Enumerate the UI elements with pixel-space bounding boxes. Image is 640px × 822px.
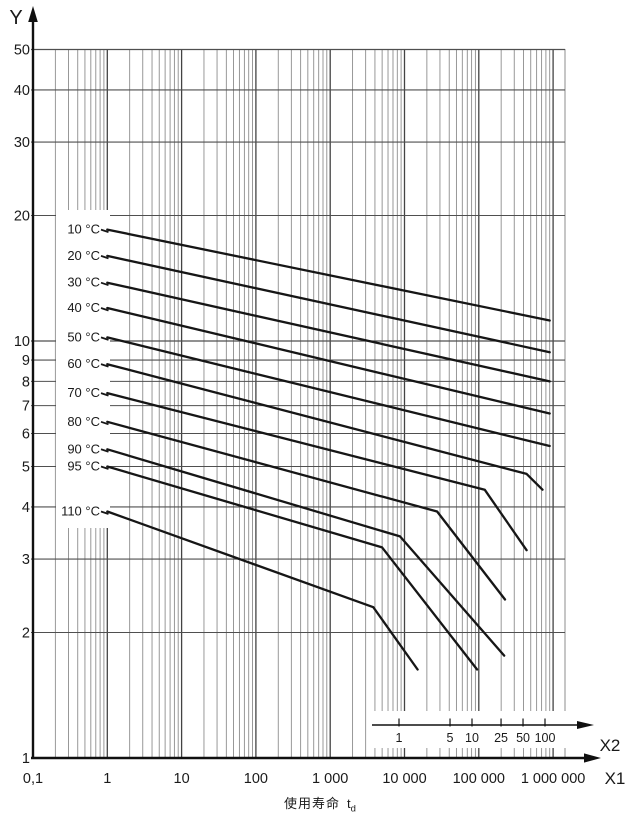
y-tick-label-2: 2: [22, 625, 30, 641]
x1-axis-arrow: [584, 753, 601, 763]
y-tick-label-6: 6: [22, 427, 30, 443]
temp-label-70c: 70 °C: [67, 385, 100, 400]
leader-line-60c: [100, 363, 109, 368]
caption-subscript: d: [350, 803, 356, 815]
curve-20c: [106, 254, 551, 354]
x1-tick-label-1000: 1 000: [312, 771, 348, 787]
x2-tick-label-25: 25: [494, 731, 508, 745]
temp-label-95c: 95 °C: [67, 459, 100, 474]
temp-label-60c: 60 °C: [67, 356, 100, 371]
y-axis-arrow: [28, 6, 38, 22]
y-tick-label-30: 30: [14, 135, 30, 151]
x1-tick-label-10000: 10 000: [382, 771, 426, 787]
x1-tick-label-100: 100: [244, 771, 268, 787]
x2-tick-label-5: 5: [447, 731, 454, 745]
temp-label-10c: 10 °C: [67, 222, 100, 237]
caption-text: 使用寿命: [284, 796, 341, 811]
y-tick-label-20: 20: [14, 208, 30, 224]
leader-line-40c: [100, 307, 109, 312]
y-tick-label-9: 9: [22, 353, 30, 369]
temp-label-40c: 40 °C: [67, 300, 100, 315]
y-tick-label-8: 8: [22, 374, 30, 390]
x-axis-caption: 使用寿命 td: [284, 793, 356, 815]
y-tick-label-10: 10: [14, 334, 30, 350]
temp-label-50c: 50 °C: [67, 329, 100, 344]
leader-line-10c: [100, 228, 109, 233]
caption-symbol: td: [347, 796, 356, 815]
curve-10c: [106, 228, 551, 322]
y-tick-label-7: 7: [22, 399, 30, 415]
leader-line-110c: [100, 510, 109, 515]
temp-label-30c: 30 °C: [67, 275, 100, 290]
temp-label-110c: 110 °C: [61, 504, 100, 519]
x2-tick-label-100: 100: [535, 731, 556, 745]
temp-label-20c: 20 °C: [67, 248, 100, 263]
x1-tick-label-100000: 100 000: [453, 771, 505, 787]
x2-tick-label-50: 50: [516, 731, 530, 745]
temp-label-90c: 90 °C: [67, 441, 100, 456]
curve-110c: [106, 510, 419, 671]
x1-tick-label-10: 10: [174, 771, 190, 787]
y-tick-label-40: 40: [14, 83, 30, 99]
curve-60c: [106, 363, 544, 491]
leader-line-30c: [100, 281, 109, 287]
curve-30c: [106, 281, 551, 383]
x1-tick-label-1000000: 1 000 000: [521, 771, 586, 787]
y-axis-label: Y: [9, 7, 22, 29]
y-tick-label-50: 50: [14, 43, 30, 59]
curve-90c: [106, 448, 506, 657]
curve-70c: [106, 391, 528, 552]
x2-tick-label-1: 1: [396, 731, 403, 745]
x1-tick-label-1: 1: [103, 771, 111, 787]
y-tick-label-5: 5: [22, 460, 30, 476]
curve-95c: [106, 465, 479, 671]
curve-40c: [106, 306, 551, 415]
curve-50c: [106, 336, 551, 448]
x2-axis-label: X2: [600, 736, 621, 755]
leader-line-70c: [100, 392, 109, 397]
temperature-label-panel: [56, 210, 110, 528]
curve-80c: [106, 420, 507, 601]
leader-line-20c: [100, 255, 109, 260]
x1-axis-label: X1: [605, 769, 626, 788]
leader-line-50c: [100, 336, 109, 341]
x2-tick-label-10: 10: [465, 731, 479, 745]
y-tick-label-3: 3: [22, 552, 30, 568]
y-tick-label-4: 4: [22, 500, 30, 516]
leader-line-80c: [100, 420, 109, 426]
x2-axis-arrow: [577, 721, 594, 729]
temp-label-80c: 80 °C: [67, 414, 100, 429]
leader-line-95c: [100, 465, 109, 470]
leader-line-90c: [100, 448, 109, 453]
y-tick-label-1: 1: [22, 751, 30, 767]
x1-tick-label-0-1: 0,1: [23, 771, 43, 787]
x2-axis-panel: [368, 711, 600, 748]
